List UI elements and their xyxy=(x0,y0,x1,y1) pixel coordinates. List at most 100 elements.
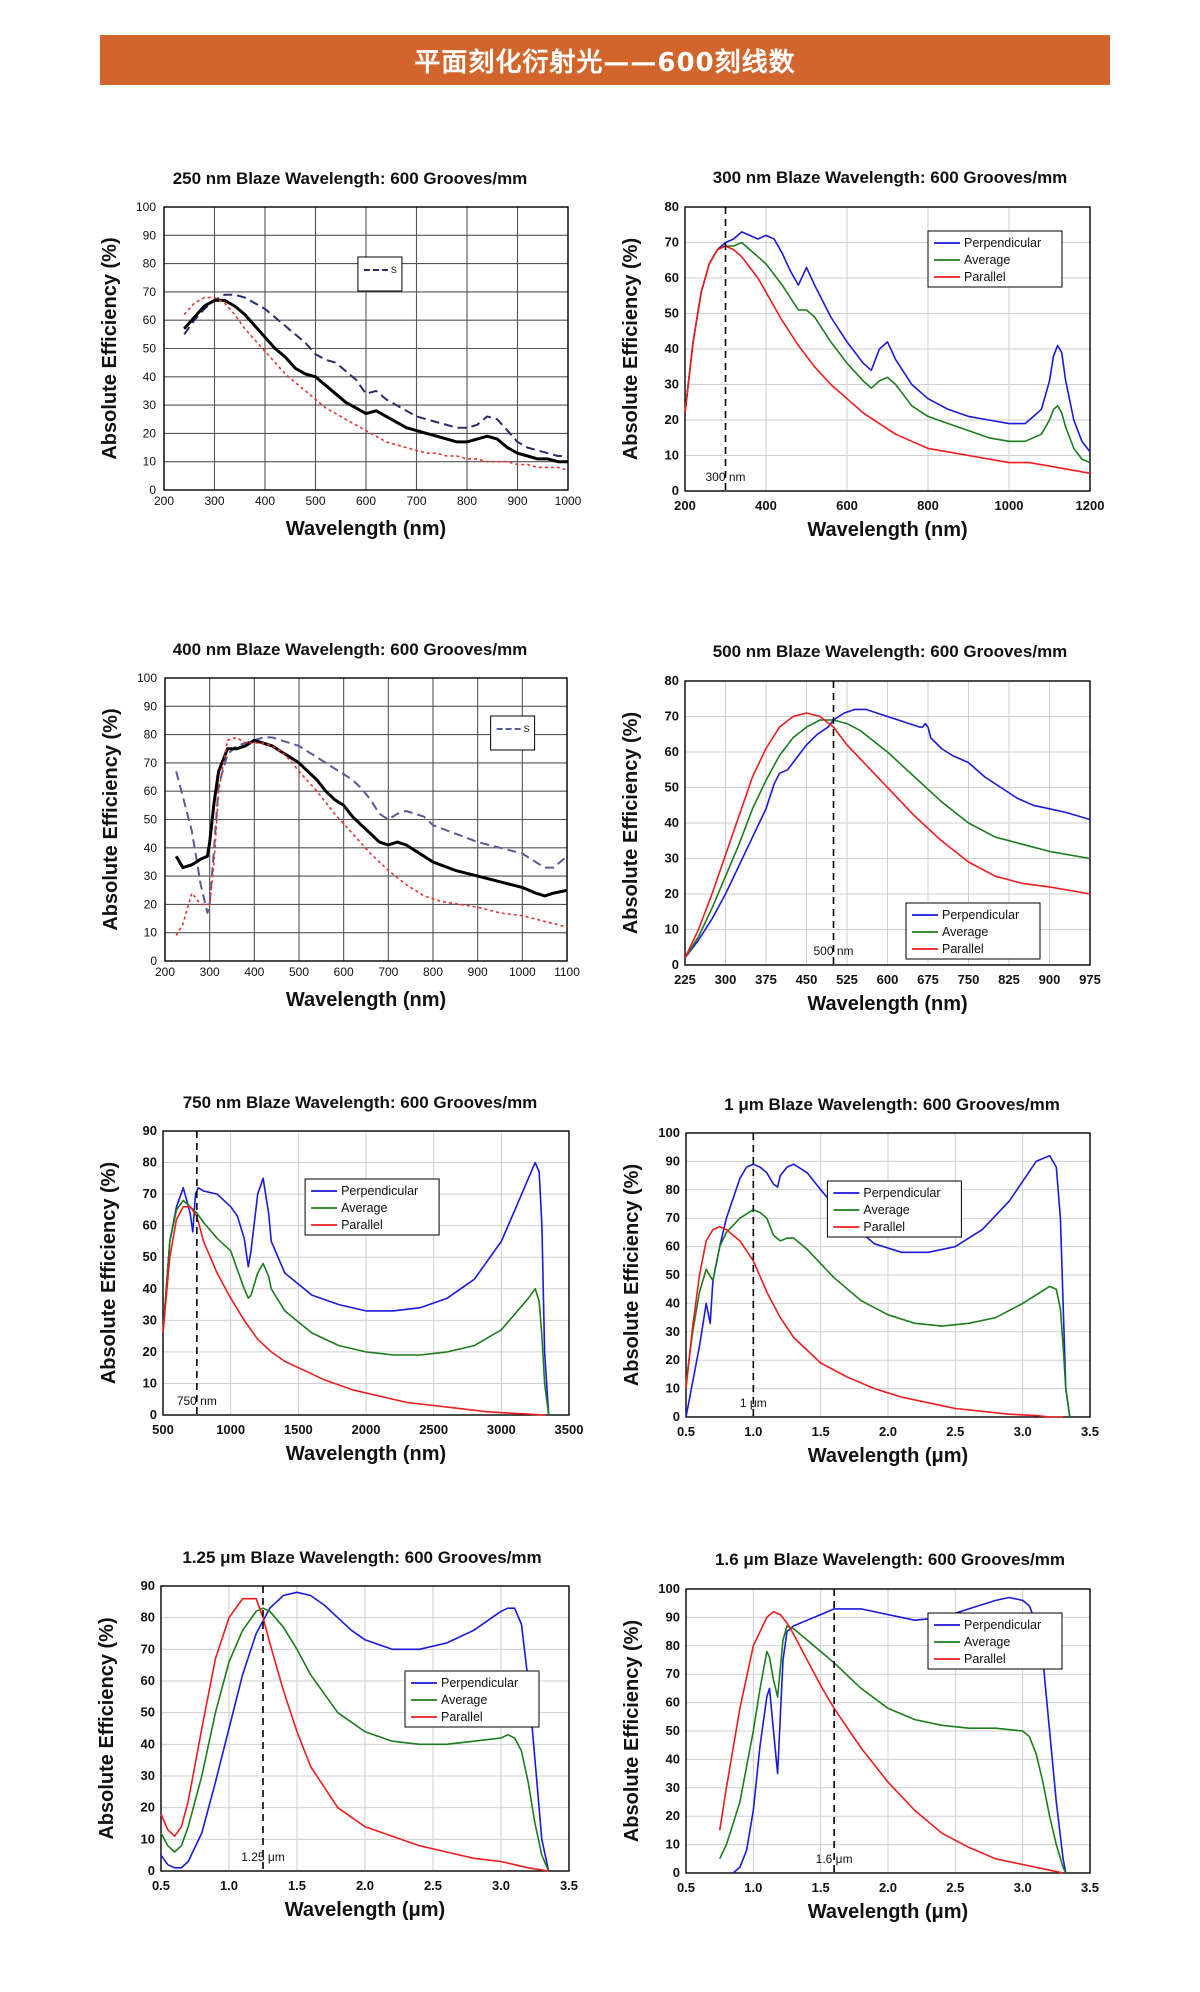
legend-label-parallel: Parallel xyxy=(964,1652,1006,1666)
y-tick-label: 90 xyxy=(666,1609,680,1624)
x-tick-label: 600 xyxy=(877,972,899,987)
blaze-marker-label: 500 nm xyxy=(813,944,853,958)
x-tick-label: 800 xyxy=(457,494,477,508)
x-tick-label: 2500 xyxy=(419,1422,448,1437)
x-tick-label: 1.0 xyxy=(220,1878,238,1893)
y-tick-label: 100 xyxy=(136,200,156,214)
x-tick-label: 700 xyxy=(378,965,398,979)
x-tick-label: 2.0 xyxy=(879,1424,897,1439)
series-parallel xyxy=(160,1597,549,1872)
y-tick-label: 50 xyxy=(144,813,158,827)
x-tick-label: 1.0 xyxy=(744,1424,762,1439)
x-tick-label: 1.5 xyxy=(288,1878,306,1893)
y-tick-label: 60 xyxy=(141,1673,155,1688)
series-dotted xyxy=(183,296,569,471)
y-tick-label: 80 xyxy=(665,673,679,688)
y-tick-label: 80 xyxy=(665,199,679,214)
series-solid xyxy=(183,298,568,464)
y-tick-label: 70 xyxy=(666,1210,680,1225)
y-tick-label: 20 xyxy=(144,897,158,911)
chart-title: 400 nm Blaze Wavelength: 600 Grooves/mm xyxy=(173,640,528,659)
y-tick-label: 10 xyxy=(666,1837,680,1852)
x-axis-label: Wavelength (nm) xyxy=(807,519,967,541)
y-tick-label: 50 xyxy=(665,306,679,321)
x-tick-label: 300 xyxy=(204,494,224,508)
x-tick-label: 750 xyxy=(958,972,980,987)
x-tick-label: 1.5 xyxy=(812,1880,830,1895)
y-axis-label: Absolute Efficiency (%) xyxy=(621,1164,643,1386)
plot-frame xyxy=(162,1130,570,1416)
y-tick-label: 20 xyxy=(666,1808,680,1823)
x-tick-label: 675 xyxy=(917,972,939,987)
y-tick-label: 60 xyxy=(144,784,158,798)
series-perpendicular xyxy=(162,1161,550,1416)
series-average xyxy=(160,1607,550,1872)
y-tick-label: 10 xyxy=(141,1831,155,1846)
y-tick-label: 10 xyxy=(666,1381,680,1396)
blaze-marker-label: 750 nm xyxy=(177,1394,217,1408)
y-tick-label: 30 xyxy=(144,869,158,883)
y-tick-label: 30 xyxy=(143,1312,157,1327)
x-tick-label: 600 xyxy=(356,494,376,508)
y-axis-label: Absolute Efficiency (%) xyxy=(99,237,121,459)
legend-label-parallel: Parallel xyxy=(942,942,984,956)
y-tick-label: 60 xyxy=(666,1239,680,1254)
x-tick-label: 3.5 xyxy=(560,1878,578,1893)
x-tick-label: 900 xyxy=(468,965,488,979)
banner-title: 平面刻化衍射光——600刻线数 xyxy=(100,35,1110,85)
y-tick-label: 90 xyxy=(143,1123,157,1138)
legend-box xyxy=(357,256,403,292)
y-tick-label: 0 xyxy=(150,1407,157,1422)
y-tick-label: 80 xyxy=(141,1610,155,1625)
x-axis-label: Wavelength (μm) xyxy=(808,1445,968,1467)
x-tick-label: 600 xyxy=(334,965,354,979)
x-tick-label: 1000 xyxy=(555,494,582,508)
chart-title: 1.6 μm Blaze Wavelength: 600 Grooves/mm xyxy=(715,1550,1065,1569)
x-tick-label: 2.5 xyxy=(946,1424,964,1439)
y-tick-label: 70 xyxy=(665,235,679,250)
x-tick-label: 450 xyxy=(796,972,818,987)
y-tick-label: 60 xyxy=(666,1695,680,1710)
x-tick-label: 0.5 xyxy=(152,1878,170,1893)
series-parallel xyxy=(684,245,1091,475)
y-tick-label: 70 xyxy=(143,285,157,299)
x-axis-label: Wavelength (nm) xyxy=(807,993,967,1015)
x-tick-label: 2.5 xyxy=(424,1878,442,1893)
x-tick-label: 200 xyxy=(155,965,175,979)
plot-frame xyxy=(685,1588,1091,1874)
x-tick-label: 2.0 xyxy=(356,1878,374,1893)
y-tick-label: 10 xyxy=(143,1375,157,1390)
x-tick-label: 1000 xyxy=(509,965,536,979)
x-tick-label: 1500 xyxy=(284,1422,313,1437)
series-parallel xyxy=(718,1610,1064,1874)
y-tick-label: 100 xyxy=(658,1125,680,1140)
y-tick-label: 20 xyxy=(143,426,157,440)
y-tick-label: 40 xyxy=(665,341,679,356)
y-tick-label: 80 xyxy=(666,1638,680,1653)
x-tick-label: 525 xyxy=(836,972,858,987)
y-tick-label: 0 xyxy=(673,1865,680,1880)
y-tick-label: 40 xyxy=(141,1736,155,1751)
y-tick-label: 70 xyxy=(141,1641,155,1656)
y-tick-label: 100 xyxy=(658,1581,680,1596)
x-tick-label: 2000 xyxy=(352,1422,381,1437)
x-tick-label: 2.0 xyxy=(879,1880,897,1895)
x-tick-label: 3.5 xyxy=(1081,1880,1099,1895)
y-axis-label: Absolute Efficiency (%) xyxy=(96,1617,118,1839)
x-tick-label: 500 xyxy=(289,965,309,979)
y-tick-label: 40 xyxy=(144,841,158,855)
x-tick-label: 3.0 xyxy=(1014,1424,1032,1439)
chart-title: 1.25 μm Blaze Wavelength: 600 Grooves/mm xyxy=(182,1548,541,1567)
x-tick-label: 500 xyxy=(305,494,325,508)
series-average xyxy=(685,1208,1071,1418)
y-tick-label: 70 xyxy=(143,1186,157,1201)
x-axis-label: Wavelength (nm) xyxy=(286,518,446,540)
y-tick-label: 60 xyxy=(143,1218,157,1233)
x-tick-label: 800 xyxy=(917,498,939,513)
y-tick-label: 100 xyxy=(137,671,157,685)
x-tick-label: 975 xyxy=(1079,972,1101,987)
x-tick-label: 825 xyxy=(998,972,1020,987)
